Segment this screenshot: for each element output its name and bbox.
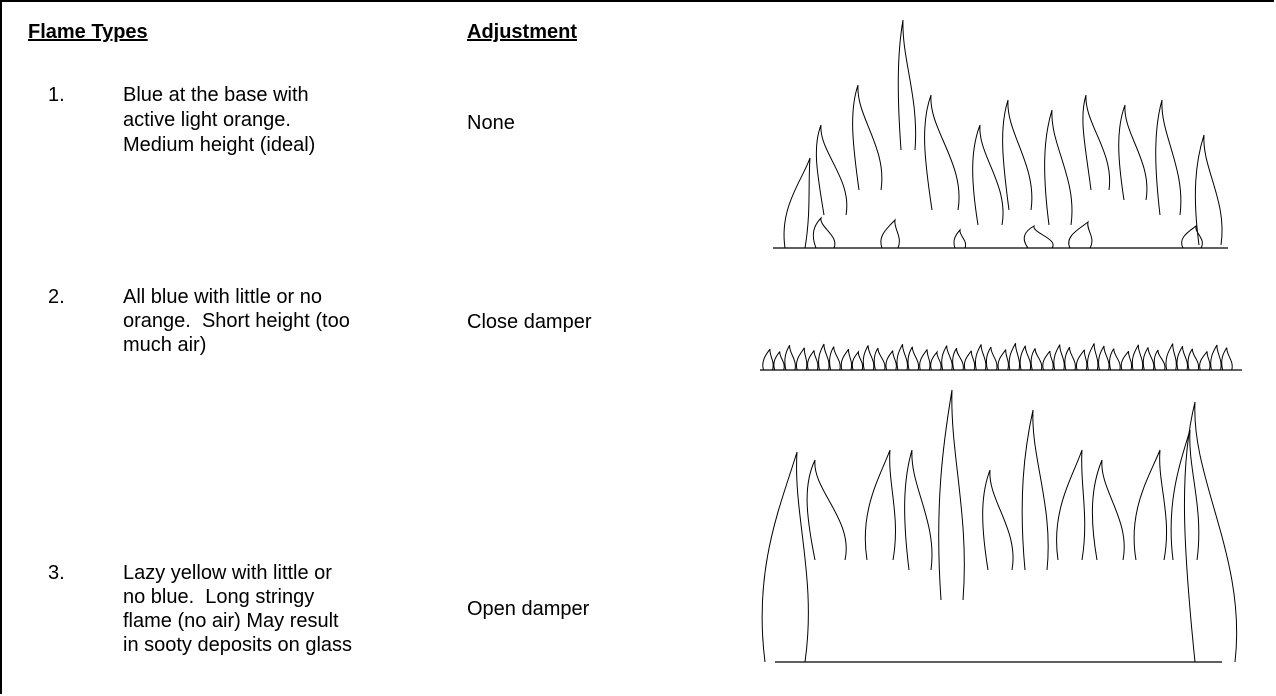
- flame: [1021, 409, 1049, 571]
- flame: [815, 124, 848, 216]
- description-line: active light orange.: [123, 109, 291, 131]
- flame: [1075, 349, 1088, 371]
- flame: [1176, 345, 1188, 371]
- flame: [852, 84, 883, 191]
- flame: [851, 349, 864, 371]
- description-line: Medium height (ideal): [123, 134, 316, 156]
- flame: [783, 157, 811, 249]
- flame: [1131, 344, 1144, 371]
- row-number: 2.: [48, 286, 65, 308]
- flame: [1068, 220, 1093, 249]
- flame: [1087, 343, 1099, 371]
- row-number: 3.: [48, 562, 65, 584]
- flame: [864, 449, 896, 561]
- description-line: All blue with little or no: [123, 286, 322, 308]
- flame: [1042, 350, 1054, 371]
- flame: [1023, 224, 1054, 249]
- flame: [1002, 99, 1033, 211]
- flame: [1120, 350, 1133, 371]
- flame: [974, 344, 987, 371]
- flame: [1056, 449, 1086, 561]
- adjustment: None: [467, 112, 515, 134]
- row-number: 1.: [48, 84, 65, 106]
- flame: [930, 350, 942, 371]
- flame: [840, 348, 853, 371]
- flame: [784, 344, 796, 371]
- column-header: Adjustment: [467, 21, 577, 43]
- flame: [1210, 344, 1222, 371]
- flame: [806, 459, 847, 561]
- flame: [762, 348, 774, 371]
- flame: [1064, 346, 1076, 371]
- flame: [963, 350, 976, 371]
- flame: [1091, 459, 1125, 561]
- flame: [1142, 347, 1155, 371]
- flame: [896, 343, 908, 371]
- flame: [885, 350, 897, 371]
- description-line: flame (no air) May result: [123, 610, 339, 632]
- flame: [873, 347, 886, 371]
- flames: [761, 19, 1238, 663]
- flame: [761, 451, 809, 663]
- description-line: Blue at the base with: [123, 84, 309, 106]
- flame: [829, 346, 841, 371]
- flame: [1098, 345, 1110, 371]
- column-header: Flame Types: [28, 21, 148, 43]
- flame: [924, 94, 960, 211]
- flame: [818, 343, 830, 371]
- flame: [1155, 99, 1182, 216]
- flame: [1118, 104, 1148, 201]
- flame: [972, 124, 1004, 226]
- flame: [1153, 349, 1166, 371]
- flame: [880, 218, 900, 249]
- flame: [1044, 109, 1073, 226]
- flame: [1082, 94, 1111, 191]
- flame: [1008, 342, 1020, 371]
- flame: [1194, 134, 1223, 246]
- flame: [897, 19, 917, 151]
- description-line: no blue. Long stringy: [123, 586, 315, 608]
- flame: [1133, 449, 1167, 561]
- flame: [938, 389, 965, 601]
- flame: [1019, 345, 1032, 371]
- flame: [862, 345, 875, 371]
- flame: [919, 349, 931, 371]
- flame: [997, 349, 1009, 371]
- flame: [907, 346, 920, 371]
- flame: [1170, 429, 1200, 561]
- adjustment: Open damper: [467, 598, 590, 620]
- flame: [982, 469, 1014, 571]
- description-line: Lazy yellow with little or: [123, 562, 332, 584]
- flame: [807, 350, 819, 371]
- flame: [952, 347, 964, 371]
- flame: [953, 228, 967, 249]
- flame: [1183, 401, 1238, 663]
- flame: [1199, 351, 1211, 371]
- flame: [1030, 348, 1043, 371]
- adjustment: Close damper: [467, 311, 592, 333]
- flame: [1165, 343, 1177, 371]
- flame: [904, 449, 933, 571]
- flame: [1221, 347, 1233, 371]
- flame: [773, 351, 785, 371]
- description-line: in sooty deposits on glass: [123, 634, 353, 656]
- flame: [812, 216, 836, 249]
- flame: [941, 345, 953, 371]
- description-line: orange. Short height (too: [123, 310, 350, 332]
- flame: [985, 346, 998, 371]
- description-line: much air): [123, 334, 207, 356]
- flame: [1053, 344, 1065, 371]
- flame: [1181, 224, 1203, 249]
- flame: [795, 347, 808, 371]
- flame: [1109, 348, 1121, 371]
- flame: [1187, 348, 1200, 371]
